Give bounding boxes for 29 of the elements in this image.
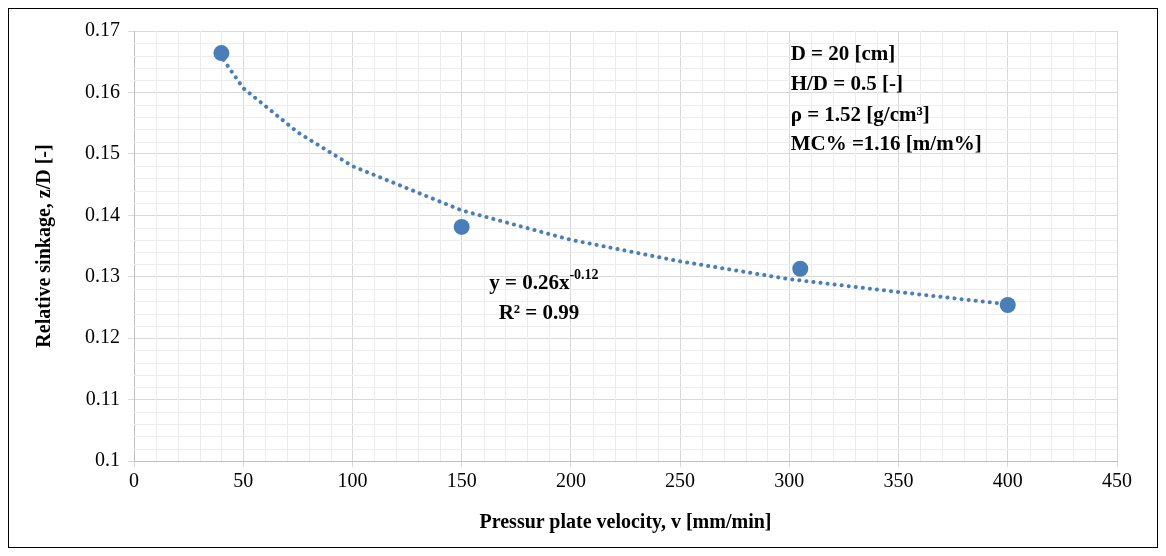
annotation: R² = 0.99 bbox=[498, 299, 580, 324]
x-tick-label: 0 bbox=[129, 469, 139, 492]
x-tick-label: 150 bbox=[446, 469, 477, 492]
y-tick-label: 0.14 bbox=[85, 202, 120, 225]
x-tick-label: 100 bbox=[337, 469, 368, 492]
annotation: D = 20 [cm] bbox=[790, 41, 896, 66]
x-tick-label: 400 bbox=[992, 469, 1023, 492]
point bbox=[453, 218, 470, 235]
point bbox=[792, 260, 809, 277]
y-tick-label: 0.17 bbox=[85, 18, 120, 41]
x-tick-label: 350 bbox=[883, 469, 914, 492]
point bbox=[213, 45, 230, 62]
annotation: MC% =1.16 [m/m%] bbox=[790, 131, 982, 156]
y-tick-label: 0.11 bbox=[85, 386, 120, 409]
annotation: ρ = 1.52 [g/cm³] bbox=[790, 101, 930, 126]
x-tick-label: 300 bbox=[774, 469, 805, 492]
y-tick-label: 0.16 bbox=[85, 79, 120, 102]
y-tick-label: 0.13 bbox=[85, 263, 120, 286]
y-axis-title: Relative sinkage, z/D [-] bbox=[32, 144, 56, 348]
y-tick-label: 0.1 bbox=[95, 448, 120, 471]
y-tick-label: 0.12 bbox=[85, 325, 120, 348]
annotation: H/D = 0.5 [-] bbox=[790, 70, 903, 95]
point bbox=[999, 296, 1016, 313]
x-tick-label: 250 bbox=[665, 469, 696, 492]
x-tick-label: 450 bbox=[1102, 469, 1132, 492]
x-tick-label: 50 bbox=[233, 469, 254, 492]
x-axis-title: Pressur plate velocity, v [mm/min] bbox=[479, 510, 772, 534]
x-tick-label: 200 bbox=[555, 469, 586, 492]
y-tick-label: 0.15 bbox=[85, 141, 120, 164]
